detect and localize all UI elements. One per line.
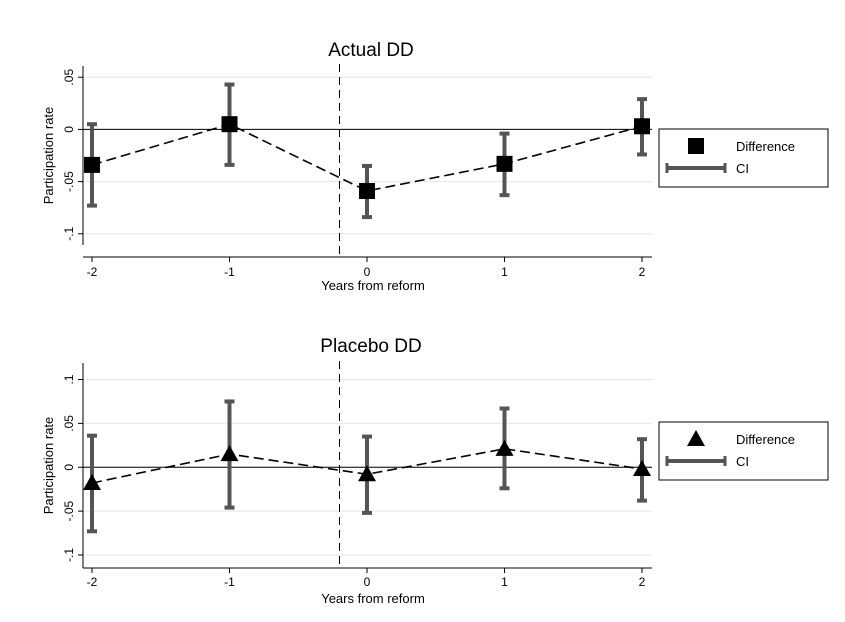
x-tick-label: 2 xyxy=(639,575,646,589)
difference-point xyxy=(84,156,100,173)
legend: Difference CI xyxy=(658,421,829,481)
difference-point xyxy=(221,116,238,133)
panel-actual: Actual DD -.1 -.05 0 .05 Participation rate -2… xyxy=(41,40,829,293)
legend-ci-label: CI xyxy=(736,454,749,469)
x-tick-label: -1 xyxy=(224,265,235,279)
difference-point xyxy=(495,439,514,456)
legend-box xyxy=(658,421,829,481)
y-tick-label: -.1 xyxy=(62,226,76,240)
x-tick-label: 0 xyxy=(364,265,371,279)
difference-point xyxy=(634,118,650,135)
chart-title: Actual DD xyxy=(328,40,414,61)
x-tick-label: -1 xyxy=(224,575,235,589)
y-tick-label: .05 xyxy=(62,415,76,432)
y-tick-label: .05 xyxy=(62,69,76,86)
difference-point xyxy=(633,460,651,477)
x-axis-label: Years from reform xyxy=(321,591,425,606)
y-tick-label: -.1 xyxy=(62,548,76,562)
x-tick-label: -2 xyxy=(87,265,98,279)
difference-point xyxy=(359,182,375,199)
legend-difference-marker xyxy=(688,138,704,154)
x-tick-label: 1 xyxy=(501,265,508,279)
y-tick-label: 0 xyxy=(62,126,76,133)
x-tick-label: -2 xyxy=(87,575,98,589)
legend-ci-label: CI xyxy=(736,161,749,176)
legend-difference-label: Difference xyxy=(736,432,795,447)
legend-difference-marker xyxy=(687,430,705,446)
y-tick-label: 0 xyxy=(62,464,76,471)
y-tick-label: -.05 xyxy=(62,500,76,521)
difference-point xyxy=(220,445,239,462)
legend-difference-label: Difference xyxy=(736,139,795,154)
y-axis-label: Participation rate xyxy=(41,417,56,515)
y-tick-label: .1 xyxy=(62,374,76,384)
panel-placebo: Placebo DD -.1 -.05 0 .05 .1 Participation rat… xyxy=(41,336,829,606)
chart-title: Placebo DD xyxy=(320,336,421,357)
y-axis-label: Participation rate xyxy=(41,107,56,205)
difference-point xyxy=(83,474,101,491)
x-axis-label: Years from reform xyxy=(321,278,425,293)
difference-line xyxy=(91,123,643,192)
x-tick-label: 0 xyxy=(364,575,371,589)
legend: Difference CI xyxy=(658,128,829,188)
legend-box xyxy=(658,128,829,188)
difference-point xyxy=(358,465,376,482)
x-tick-label: 2 xyxy=(639,265,646,279)
difference-point xyxy=(496,155,513,172)
y-tick-label: -.05 xyxy=(62,171,76,192)
x-tick-label: 1 xyxy=(501,575,508,589)
